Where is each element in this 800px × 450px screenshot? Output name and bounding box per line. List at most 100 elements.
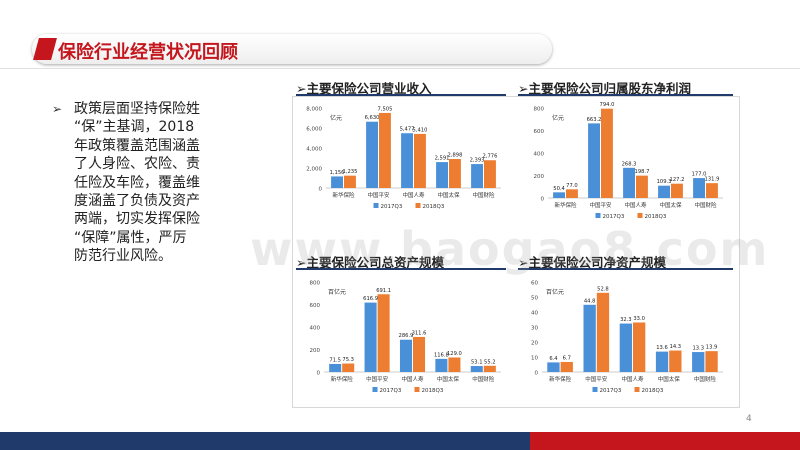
legend-label: 2017Q3 xyxy=(600,388,622,394)
y-tick-label: 50 xyxy=(531,296,538,302)
y-tick-label: 0 xyxy=(319,187,323,193)
data-label: 50.4 xyxy=(553,186,565,192)
data-label: 6.4 xyxy=(549,356,558,362)
bar xyxy=(669,350,682,372)
x-tick-label: 新华保险 xyxy=(331,375,354,383)
bar xyxy=(448,357,461,372)
data-label: 44.8 xyxy=(584,298,596,304)
chart-title-rule xyxy=(296,94,506,96)
page-title: 保险行业经营状况回顾 xyxy=(58,42,238,63)
header-divider xyxy=(0,68,800,69)
bullet-arrow-icon: ➢ xyxy=(52,102,63,116)
y-tick-label: 200 xyxy=(310,348,321,354)
data-label: 53.1 xyxy=(471,360,483,366)
y-tick-label: 4,000 xyxy=(306,147,322,153)
y-tick-label: 30 xyxy=(531,326,538,332)
x-tick-label: 新华保险 xyxy=(549,375,572,383)
legend-swatch xyxy=(592,387,598,392)
x-tick-label: 中国太保 xyxy=(437,375,460,383)
y-tick-label: 0 xyxy=(541,197,545,203)
bar xyxy=(401,133,413,188)
data-label: 6,630 xyxy=(365,115,380,121)
bar xyxy=(706,183,718,198)
chart-title-net-assets: ➢主要保险公司净资产规模 xyxy=(518,255,666,270)
data-label: 13.6 xyxy=(656,345,668,351)
legend-label: 2018Q3 xyxy=(422,388,444,394)
chart-net-assets: 0 10 20 30 40 50 60 百亿元 6.4 6.7 新华保险 44.852.8 中国平安 32… xyxy=(531,281,723,394)
bar xyxy=(436,162,448,188)
data-label: 663.2 xyxy=(587,117,602,123)
bar xyxy=(484,160,496,188)
bar xyxy=(329,363,342,372)
data-label: 5,410 xyxy=(413,127,428,133)
data-label: 13.9 xyxy=(706,345,718,351)
bar xyxy=(344,175,356,188)
legend-label: 2017Q3 xyxy=(381,204,403,210)
y-tick-label: 800 xyxy=(310,281,321,287)
data-label: 311.6 xyxy=(412,330,427,336)
legend-label: 2018Q3 xyxy=(645,214,667,220)
footer-accent xyxy=(530,432,800,450)
data-label: 794.0 xyxy=(600,102,615,108)
data-label: 75.3 xyxy=(342,357,354,363)
y-tick-label: 200 xyxy=(534,174,545,180)
data-label: 7,505 xyxy=(378,106,393,112)
unit-label: 亿元 xyxy=(552,114,564,122)
charts-panel xyxy=(292,96,740,408)
data-label: 13.3 xyxy=(692,346,704,352)
y-tick-label: 0 xyxy=(535,371,539,377)
x-tick-label: 中国财险 xyxy=(694,375,717,383)
bar xyxy=(583,304,596,372)
x-tick-label: 中国太保 xyxy=(659,201,682,209)
data-label: 1,156 xyxy=(330,170,345,176)
y-tick-label: 20 xyxy=(531,341,538,347)
x-tick-label: 中国太保 xyxy=(437,191,460,199)
data-label: 116.8 xyxy=(434,352,449,358)
chart-title-total-assets: ➢主要保险公司总资产规模 xyxy=(296,255,444,270)
bar xyxy=(377,294,390,372)
bar xyxy=(588,123,600,198)
bar xyxy=(671,183,683,198)
data-label: 14.3 xyxy=(670,344,682,350)
x-tick-label: 中国人寿 xyxy=(401,375,424,383)
bar xyxy=(483,365,496,372)
bar xyxy=(449,159,461,188)
chart-net-profit: 0 200 400 600 800 亿元 50.4 77.0 新华保险 663.2 794.0 中国平… xyxy=(534,102,723,220)
data-label: 33.0 xyxy=(633,316,645,322)
data-label: 55.2 xyxy=(484,359,496,365)
bar xyxy=(560,361,573,372)
y-tick-label: 400 xyxy=(534,152,545,158)
y-tick-label: 8,000 xyxy=(306,107,322,113)
legend-label: 2017Q3 xyxy=(603,214,625,220)
x-tick-label: 中国平安 xyxy=(366,375,389,383)
data-label: 616.9 xyxy=(363,296,378,302)
y-tick-label: 6,000 xyxy=(306,127,322,133)
chart-title-rule xyxy=(518,94,733,96)
x-tick-label: 中国财险 xyxy=(472,375,495,383)
bar xyxy=(601,108,613,198)
legend-swatch xyxy=(637,213,643,218)
data-label: 127.2 xyxy=(670,177,685,183)
data-label: 286.9 xyxy=(399,333,414,339)
bar xyxy=(379,112,391,188)
x-tick-label: 新华保险 xyxy=(332,191,355,199)
bar xyxy=(633,322,646,372)
x-tick-label: 新华保险 xyxy=(554,201,577,209)
chart-title-rule xyxy=(518,268,733,270)
legend-swatch xyxy=(595,213,601,218)
data-label: 77.0 xyxy=(566,183,578,189)
bar xyxy=(413,336,426,372)
y-tick-label: 600 xyxy=(310,303,321,309)
legend-swatch xyxy=(372,387,378,392)
legend-label: 2018Q3 xyxy=(642,388,664,394)
unit-label: 百亿元 xyxy=(546,288,564,296)
chart-total-assets: 0 200 400 600 800 百亿元 71.5 75.3 新华保险 616.9 691.1 中国… xyxy=(310,281,501,394)
unit-label: 亿元 xyxy=(330,114,342,122)
title-bar xyxy=(32,34,552,64)
data-label: 71.5 xyxy=(329,357,341,363)
bar xyxy=(366,121,378,188)
bar xyxy=(342,363,355,372)
bar xyxy=(471,164,483,188)
data-label: 52.8 xyxy=(597,286,609,292)
